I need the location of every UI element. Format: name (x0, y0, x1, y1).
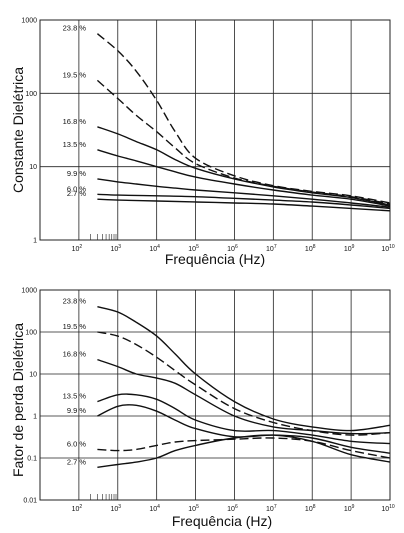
x-tick-label: 108 (305, 504, 316, 513)
x-tick-label: 107 (266, 244, 277, 253)
series-label: 13.5 % (63, 392, 87, 401)
x-tick-label: 103 (110, 504, 121, 513)
y-tick-label: 1 (33, 238, 37, 245)
x-tick-label: 109 (344, 504, 355, 513)
series-line-19-5pct (97, 331, 391, 436)
x-tick-labels: 102 103 104 105 106 107 108 109 1010 (72, 244, 395, 253)
x-tick-label: 102 (72, 244, 83, 253)
y-tick-label: 1000 (21, 288, 37, 295)
x-tick-label: 109 (344, 244, 355, 253)
x-tick-label: 1010 (381, 504, 395, 513)
x-tick-label: 106 (227, 244, 238, 253)
series-line-2-7pct (97, 198, 391, 212)
gridlines (40, 289, 391, 501)
y-tick-label: 1000 (21, 18, 37, 25)
y-tick-label: 0.1 (27, 456, 37, 463)
minor-ticks (90, 234, 117, 240)
series-lines (96, 33, 391, 212)
x-axis-label: Frequência (Hz) (172, 513, 272, 529)
series-label: 13.5 % (63, 140, 87, 149)
y-tick-label: 100 (25, 330, 37, 337)
series-label: 19.5 % (63, 322, 87, 331)
x-tick-label: 106 (227, 504, 238, 513)
y-tick-labels: 1 10 100 1000 (21, 18, 37, 245)
series-line-6-0pct (97, 193, 391, 210)
x-tick-label: 105 (188, 504, 199, 513)
series-label: 9.9 % (67, 406, 87, 415)
x-tick-label: 104 (149, 504, 160, 513)
y-tick-label: 10 (29, 164, 37, 171)
series-label: 19.5 % (63, 70, 87, 79)
series-line-16-8pct (97, 126, 391, 206)
x-tick-label: 105 (188, 244, 199, 253)
plot-frame (39, 289, 391, 501)
series-line-16-8pct (97, 358, 391, 435)
series-line-13-5pct (97, 393, 391, 445)
series-line-13-5pct (97, 149, 391, 207)
y-tick-label: 0.01 (23, 498, 37, 505)
x-tick-label: 103 (110, 244, 121, 253)
series-line-6-0pct (97, 437, 391, 459)
series-label: 23.8 % (63, 297, 87, 306)
minor-ticks (90, 494, 117, 500)
series-line-23-8pct (96, 33, 391, 204)
y-tick-label: 100 (25, 91, 37, 98)
series-label: 6.0 % (67, 439, 87, 448)
series-labels: 23.8 % 19.5 % 16.8 % 13.5 % 9.9 % 6.0 %2.7 % (63, 24, 87, 198)
y-tick-label: 1 (33, 414, 37, 421)
series-lines (97, 306, 391, 468)
series-label: 2.7 % (67, 189, 87, 198)
x-tick-label: 104 (149, 244, 160, 253)
x-tick-label: 108 (305, 244, 316, 253)
series-label: 16.8 % (63, 350, 87, 359)
y-tick-label: 10 (29, 372, 37, 379)
series-line-19-5pct (96, 79, 391, 205)
series-labels: 23.8 % 19.5 % 16.8 % 13.5 % 9.9 % 6.0 % 2.7 % (63, 297, 87, 467)
y-tick-labels: 0.01 0.1 1 10 100 1000 (21, 288, 37, 505)
dielectric-loss-factor-chart: 102 103 104 105 106 107 108 109 1010 0.01 0.1 1 10 1… (10, 288, 395, 530)
series-line-2-7pct (97, 434, 391, 468)
x-tick-label: 1010 (381, 244, 395, 253)
x-tick-label: 107 (266, 504, 277, 513)
series-label: 2.7 % (67, 457, 87, 466)
series-label: 16.8 % (63, 117, 87, 126)
series-line-9-9pct (97, 178, 391, 208)
series-label: 23.8 % (63, 24, 87, 33)
dielectric-constant-chart: 102 103 104 105 106 107 108 109 1010 1101001000 … (10, 18, 395, 268)
y-axis-label: Fator de perda Dielétrica (10, 323, 26, 477)
x-tick-label: 102 (72, 504, 83, 513)
y-axis-label: Constante Dielétrica (10, 67, 26, 193)
series-label: 9.9 % (67, 169, 87, 178)
series-line-23-8pct (97, 306, 391, 432)
x-axis-label: Frequência (Hz) (165, 251, 265, 267)
series-label: 6.0 % (67, 184, 87, 193)
series-line-9-9pct (97, 404, 391, 454)
x-tick-labels: 102 103 104 105 106 107 108 109 1010 (72, 504, 395, 513)
